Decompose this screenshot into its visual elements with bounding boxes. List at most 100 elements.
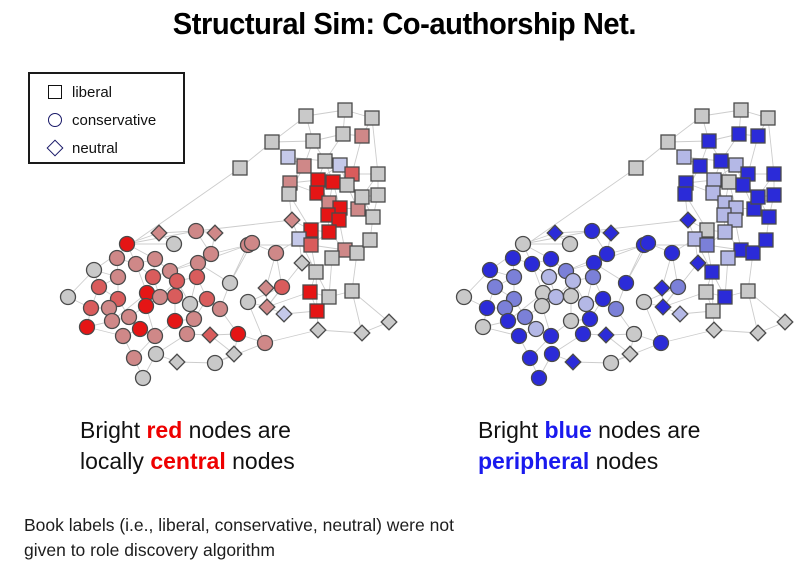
graph-node: [574, 325, 592, 343]
graph-node: [760, 110, 776, 126]
caption-line: locally central nodes: [80, 446, 295, 477]
graph-node: [211, 300, 229, 318]
graph-node: [562, 287, 580, 305]
graph-node: [281, 186, 297, 202]
legend-label-conservative: conservative: [72, 111, 157, 129]
caption-left-red: Bright red nodes are locally central node…: [80, 415, 295, 477]
caption-text-part: Bright: [478, 417, 545, 443]
caption-text-part: peripheral: [478, 448, 590, 474]
graph-node: [671, 305, 689, 323]
caption-right-blue: Bright blue nodes are peripheral nodes: [478, 415, 700, 477]
graph-node: [694, 108, 710, 124]
graph-node: [239, 293, 257, 311]
graph-node: [178, 325, 196, 343]
graph-node: [523, 255, 541, 273]
graph-node: [766, 166, 782, 182]
graph-node: [267, 244, 285, 262]
graph-node: [505, 268, 523, 286]
graph-node: [280, 149, 296, 165]
graph-node: [701, 133, 717, 149]
graph-node: [602, 354, 620, 372]
network-left-red: [59, 102, 398, 387]
graph-node: [677, 186, 693, 202]
graph-node: [325, 174, 341, 190]
caption-line: Bright red nodes are: [80, 415, 295, 446]
graph-node: [131, 320, 149, 338]
graph-node: [713, 153, 729, 169]
graph-node: [188, 268, 206, 286]
legend-label-neutral: neutral: [72, 139, 118, 157]
graph-node: [530, 369, 548, 387]
graph-node: [776, 313, 794, 331]
graph-node: [717, 224, 733, 240]
graph-node: [189, 254, 207, 272]
graph-node: [540, 268, 558, 286]
graph-node: [602, 224, 620, 242]
graph-node: [273, 278, 291, 296]
graph-node: [516, 308, 534, 326]
caption-text-part: locally: [80, 448, 151, 474]
graph-node: [181, 295, 199, 313]
graph-node: [750, 128, 766, 144]
graph-node: [370, 187, 386, 203]
graph-node: [728, 157, 744, 173]
graph-node: [309, 303, 325, 319]
graph-node: [478, 299, 496, 317]
diamond-glyph-icon: [42, 139, 68, 157]
caption-line: Bright blue nodes are: [478, 415, 700, 446]
graph-node: [749, 324, 767, 342]
graph-node: [547, 288, 565, 306]
graph-node: [625, 325, 643, 343]
graph-node: [727, 212, 743, 228]
graph-node: [721, 174, 737, 190]
caption-line: peripheral nodes: [478, 446, 700, 477]
graph-node: [309, 321, 327, 339]
graph-node: [258, 298, 276, 316]
graph-node: [735, 177, 751, 193]
graph-node: [474, 318, 492, 336]
graph-node: [120, 308, 138, 326]
graph-node: [331, 212, 347, 228]
graph-node: [354, 189, 370, 205]
graph-node: [584, 268, 602, 286]
graph-node: [339, 177, 355, 193]
graph-node: [82, 299, 100, 317]
graph-node: [201, 326, 219, 344]
graph-node: [705, 303, 721, 319]
graph-node: [283, 211, 301, 229]
graph-node: [151, 288, 169, 306]
graph-node: [542, 327, 560, 345]
graph-node: [660, 134, 676, 150]
graph-node: [187, 222, 205, 240]
graph-node: [349, 245, 365, 261]
graph-node: [309, 185, 325, 201]
graph-node: [134, 369, 152, 387]
graph-node: [59, 288, 77, 306]
graph-edge: [264, 329, 319, 344]
graph-node: [305, 133, 321, 149]
graph-node: [679, 211, 697, 229]
graph-node: [337, 102, 353, 118]
graph-node: [380, 313, 398, 331]
graph-node: [296, 158, 312, 174]
graph-node: [654, 298, 672, 316]
graph-node: [698, 284, 714, 300]
graph-node: [229, 325, 247, 343]
graph-node: [127, 255, 145, 273]
circle-glyph-icon: [42, 113, 68, 127]
graph-node: [303, 222, 319, 238]
graph-node: [335, 126, 351, 142]
footnote-line-2: given to role discovery algorithm: [24, 540, 275, 560]
graph-node: [146, 327, 164, 345]
graph-node: [704, 264, 720, 280]
graph-node: [692, 158, 708, 174]
graph-node: [144, 268, 162, 286]
graph-node: [689, 254, 707, 272]
graph-node: [166, 312, 184, 330]
graph-node: [663, 244, 681, 262]
legend-item-liberal: liberal: [42, 79, 183, 105]
graph-node: [669, 278, 687, 296]
graph-node: [108, 249, 126, 267]
footnote: Book labels (i.e., liberal, conservative…: [24, 513, 454, 563]
